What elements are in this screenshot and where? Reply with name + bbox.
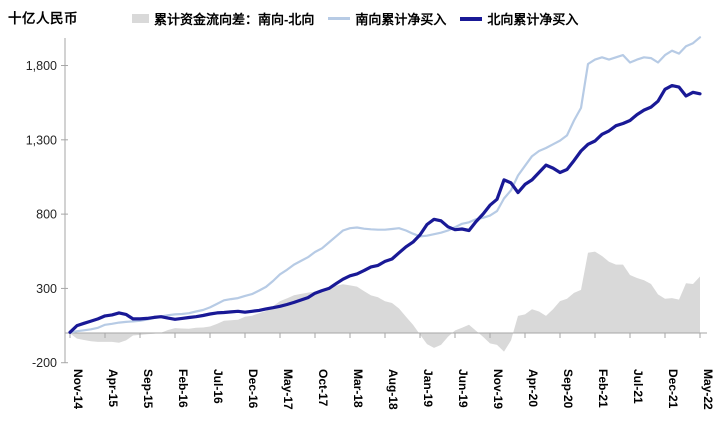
flow-difference-area — [70, 251, 700, 352]
legend-item-southbound: 南向累计净买入 — [328, 9, 446, 28]
x-tick-label: Sep-15 — [141, 369, 155, 409]
x-tick-label: Mar-18 — [351, 369, 365, 408]
x-tick-label: Sep-20 — [561, 369, 575, 409]
northbound-line — [68, 83, 702, 334]
x-tick-label: Feb-21 — [596, 369, 610, 408]
x-tick-label: Jul-16 — [211, 369, 225, 404]
y-axis-title: 十亿人民币 — [8, 11, 78, 26]
y-tick-label: 300 — [36, 282, 57, 296]
x-tick-label: Dec-16 — [246, 369, 260, 409]
legend-label-northbound: 北向累计净买入 — [487, 12, 579, 27]
x-tick-label: Apr-20 — [526, 369, 540, 407]
x-tick-label: Jan-19 — [421, 369, 435, 407]
legend-label-southbound: 南向累计净买入 — [355, 12, 447, 27]
y-tick-label: -200 — [32, 356, 57, 370]
x-tick-label: May-22 — [701, 369, 715, 410]
legend-item-northbound: 北向累计净买入 — [460, 9, 578, 28]
x-tick-label: Oct-17 — [316, 369, 330, 407]
x-tick-label: Feb-16 — [176, 369, 190, 408]
y-tick-label: 1,300 — [26, 133, 57, 147]
legend-swatch-northbound-line-icon — [460, 16, 483, 21]
legend-swatch-area-icon — [132, 14, 149, 23]
x-tick-label: Jun-19 — [456, 369, 470, 408]
x-tick-label: Jul-21 — [631, 369, 645, 404]
x-tick-label: Nov-14 — [71, 369, 85, 409]
legend-swatch-southbound-line-icon — [328, 17, 351, 20]
x-tick-label: Nov-19 — [491, 369, 505, 409]
y-tick-label: 800 — [36, 208, 57, 222]
legend: 累计资金流向差：南向-北向 南向累计净买入 北向累计净买入 — [132, 9, 578, 28]
y-tick-label: 1,800 — [26, 59, 57, 73]
x-tick-label: Dec-21 — [666, 369, 680, 409]
x-tick-label: Aug-18 — [386, 369, 400, 410]
southbound-line — [68, 36, 702, 334]
x-tick-label: May-17 — [281, 369, 295, 410]
legend-item-flow-difference: 累计资金流向差：南向-北向 — [132, 9, 314, 28]
x-tick-label: Apr-15 — [106, 369, 120, 407]
legend-label-flow-difference: 累计资金流向差：南向-北向 — [154, 12, 315, 27]
